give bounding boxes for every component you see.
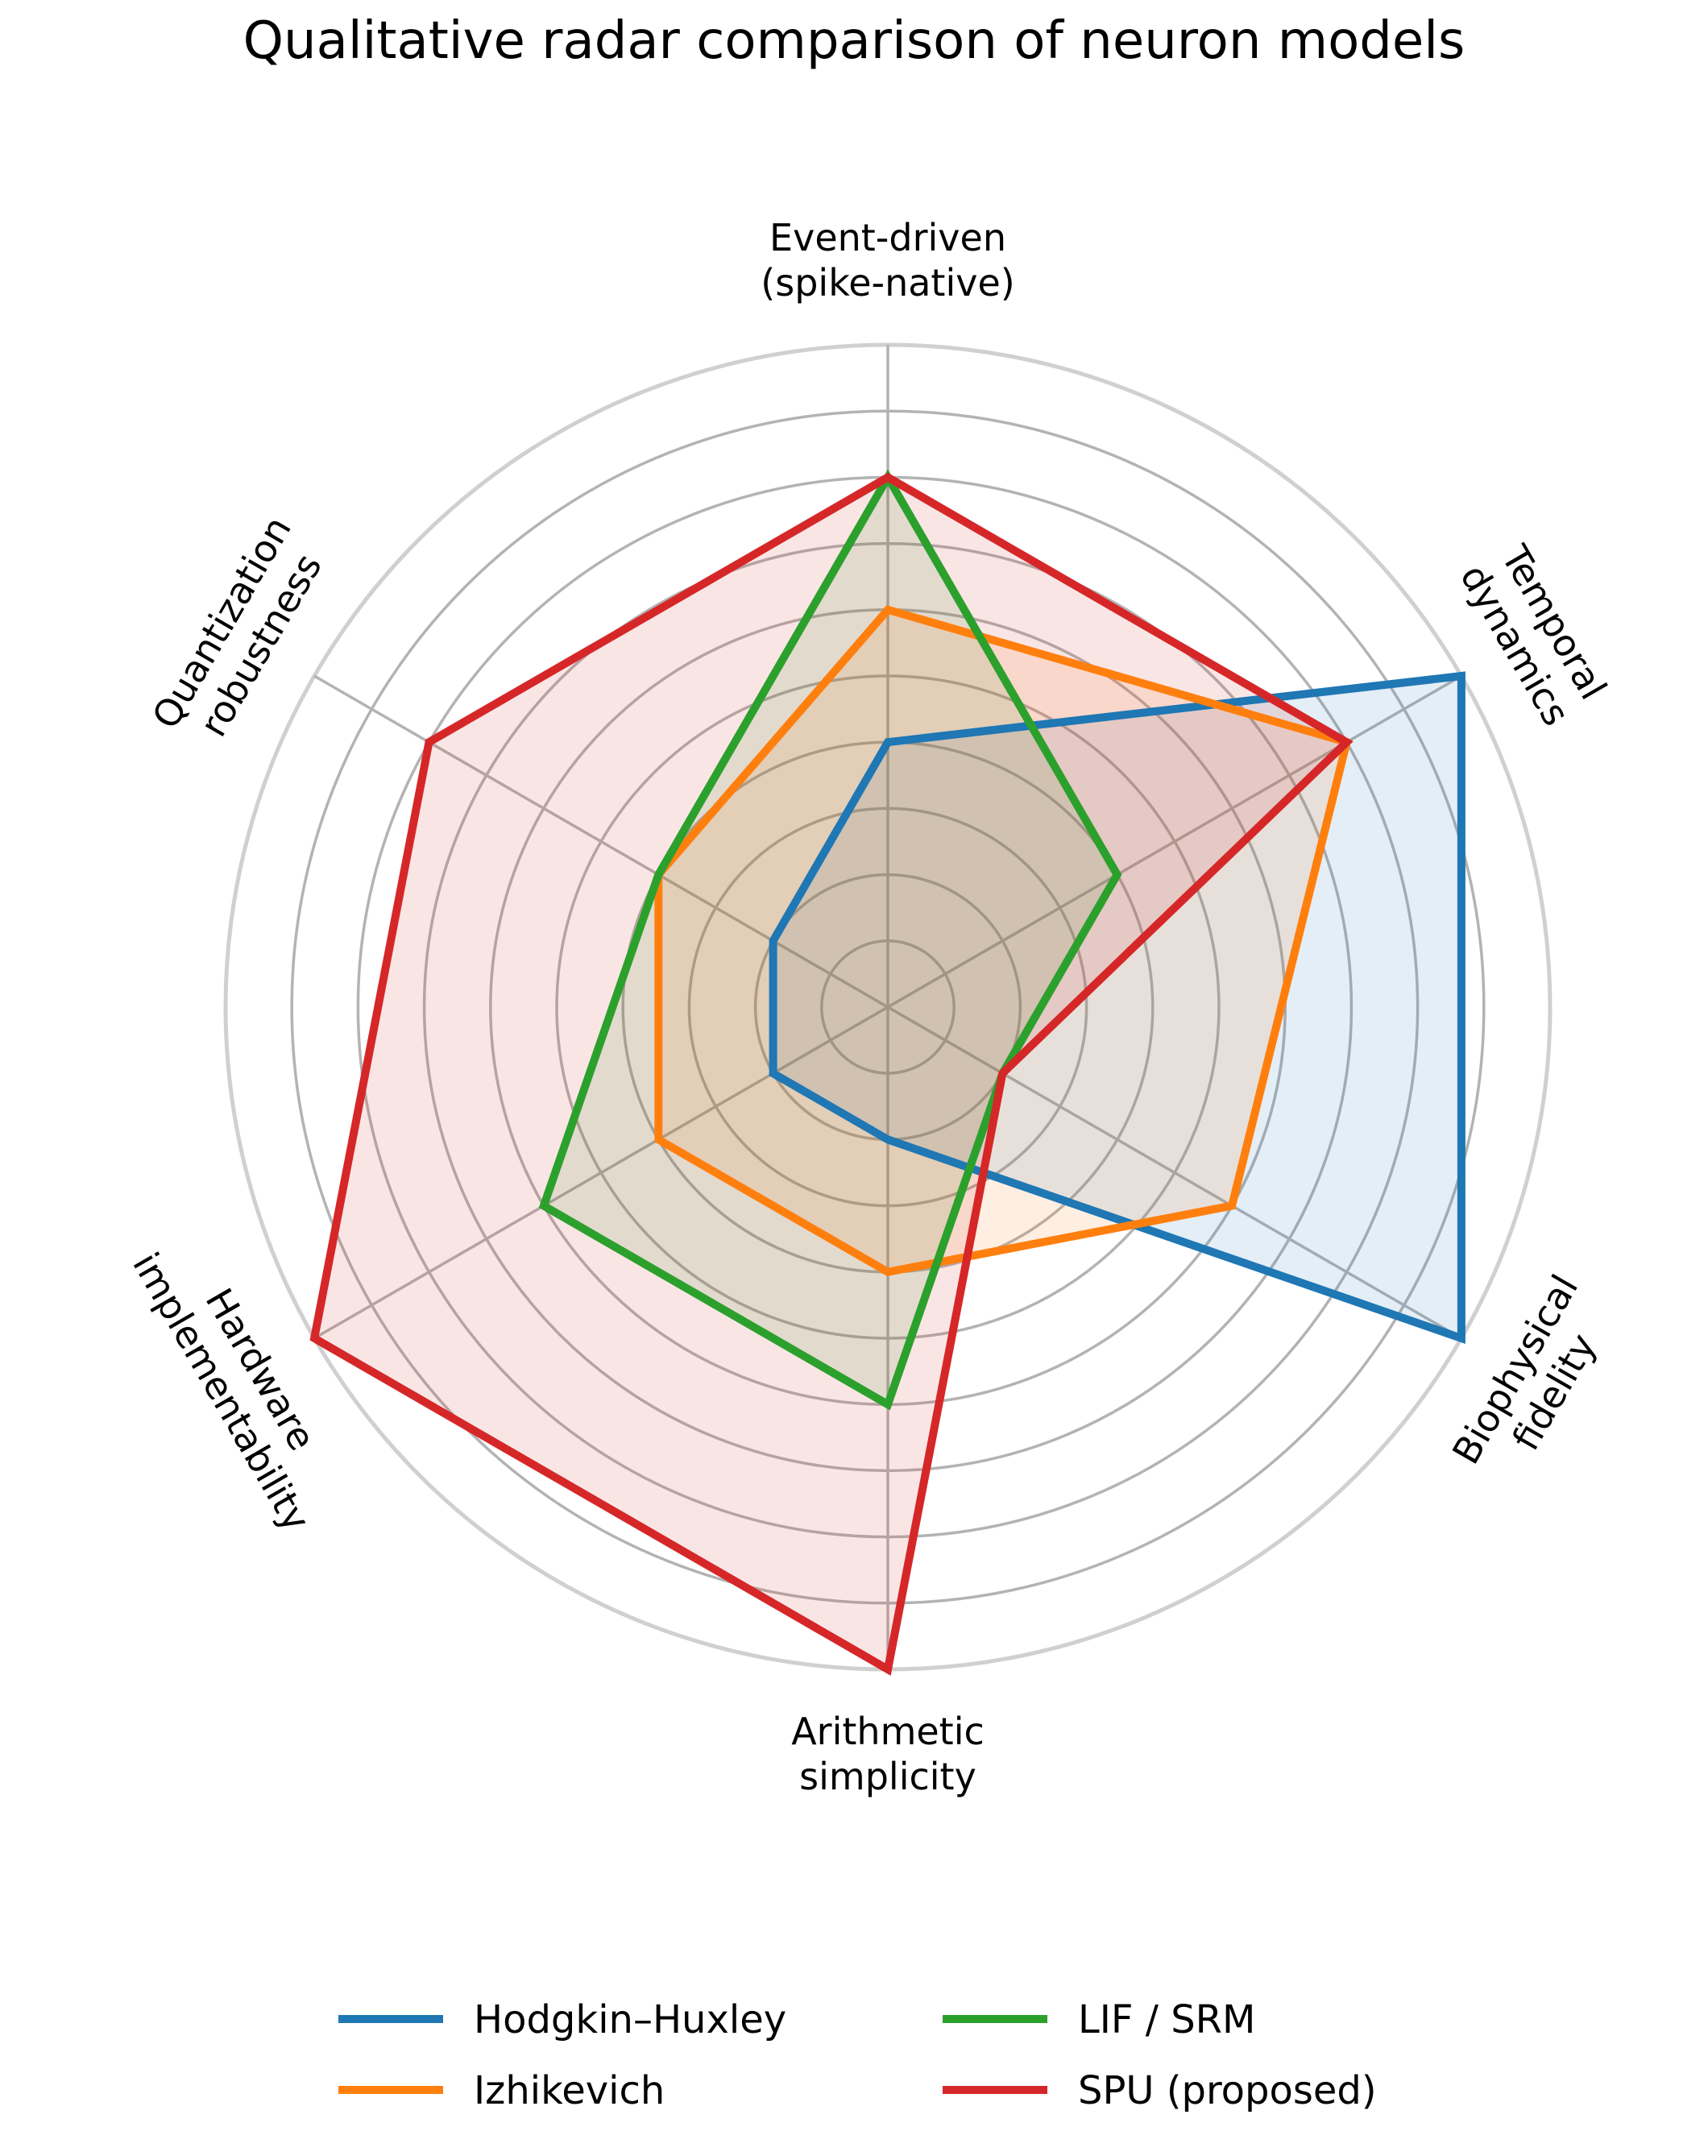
axis-label: Biophysicalfidelity xyxy=(1444,1267,1626,1494)
legend: Hodgkin–Huxley Izhikevich LIF / SRM SPU (pr… xyxy=(338,1997,1377,2113)
radial-gridline xyxy=(313,1005,889,1340)
axis-label-line: Arithmetic xyxy=(791,1710,985,1753)
series-line xyxy=(309,472,1354,1676)
axis-label: Hardwareimplementability xyxy=(124,1223,358,1539)
radial-gridline xyxy=(887,674,1462,1009)
axis-label: Arithmetic simplicity xyxy=(791,1710,985,1798)
axis-label: Quantizationrobustness xyxy=(143,509,338,759)
legend-label: Hodgkin–Huxley xyxy=(474,1997,786,2042)
legend-label: SPU (proposed) xyxy=(1078,2068,1377,2113)
legend-label: LIF / SRM xyxy=(1078,1997,1255,2042)
series-fill xyxy=(543,477,1117,1405)
axis-label-line: simplicity xyxy=(799,1755,976,1798)
axis-label: Event-driven (spike-native) xyxy=(761,216,1014,305)
series-fill xyxy=(773,676,1461,1338)
radial-gridline xyxy=(887,1005,1462,1340)
axis-label-line: (spike-native) xyxy=(761,261,1014,305)
series-line xyxy=(538,469,1122,1411)
chart-title: Qualitative radar comparison of neuron m… xyxy=(243,11,1465,71)
legend-label: Izhikevich xyxy=(474,2068,665,2113)
series-lines xyxy=(309,469,1465,1676)
series-fill xyxy=(314,477,1347,1669)
radial-gridline xyxy=(313,674,889,1009)
series-line xyxy=(769,671,1465,1345)
axis-label-line: Event-driven xyxy=(769,216,1006,259)
series-fills xyxy=(314,477,1461,1669)
